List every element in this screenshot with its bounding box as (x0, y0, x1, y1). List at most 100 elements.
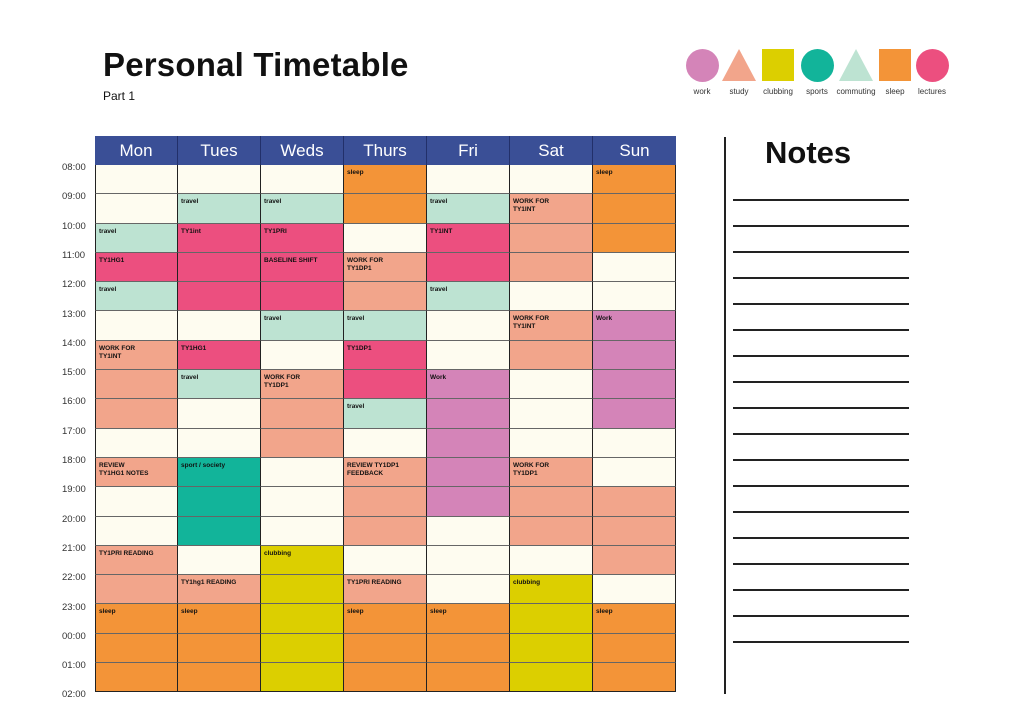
timeslot-fri-2000 (427, 516, 510, 546)
legend-label: sleep (885, 87, 905, 96)
timeslot-tues-1300 (178, 311, 261, 341)
legend-item-sports: sports (795, 49, 839, 96)
timeslot-thurs-1800: REVIEW TY1DP1 FEEDBACK (344, 457, 427, 488)
day-header-row: Mon Tues Weds Thurs Fri Sat Sun (95, 136, 678, 165)
timeslot-weds-1600 (261, 399, 344, 429)
timeslot-mon-0100 (95, 663, 178, 693)
time-label: 10:00 (62, 220, 86, 232)
timeslot-sat-1500 (510, 370, 593, 400)
timeslot-tues-2200: TY1hg1 READING (178, 575, 261, 605)
timetable-row (95, 663, 678, 693)
timeslot-tues-2100 (178, 545, 261, 576)
timetable-row (95, 428, 678, 458)
timeslot-fri-0800 (427, 165, 510, 195)
time-label: 13:00 (62, 308, 86, 320)
timetable-row: sleep sleep (95, 165, 678, 195)
timetable-row: travel travel (95, 282, 678, 312)
circle-icon (800, 49, 834, 82)
legend-label: work (693, 87, 711, 96)
day-header-mon: Mon (95, 136, 178, 165)
timeslot-sat-1300: WORK FOR TY1INT (510, 311, 593, 341)
timeslot-fri-1900 (427, 487, 510, 517)
note-line (733, 277, 909, 279)
timeslot-tues-0800 (178, 165, 261, 195)
timeslot-sun-1300: Work (593, 311, 676, 341)
legend-label: clubbing (763, 87, 793, 96)
timeslot-weds-1200 (261, 282, 344, 312)
timeslot-thurs-1200 (344, 282, 427, 312)
legend: work study clubbing sports commuting sleep lec… (684, 49, 954, 99)
timeslot-fri-2100 (427, 545, 510, 576)
timeslot-weds-0900: travel (261, 194, 344, 224)
timeslot-sat-0000 (510, 633, 593, 664)
legend-item-sleep: sleep (873, 49, 917, 96)
legend-item-work: work (680, 49, 724, 96)
timeslot-mon-2000 (95, 516, 178, 546)
timeslot-mon-2300: sleep (95, 604, 178, 634)
timeslot-sat-1000 (510, 223, 593, 253)
time-label: 21:00 (62, 542, 86, 554)
legend-item-clubbing: clubbing (756, 49, 800, 96)
timeslot-weds-2000 (261, 516, 344, 546)
timeslot-sun-2100 (593, 545, 676, 576)
circle-icon (685, 49, 719, 82)
timeslot-sun-1000 (593, 223, 676, 253)
timeslot-sun-2200 (593, 575, 676, 605)
timeslot-sat-0100 (510, 663, 593, 693)
timeslot-mon-1500 (95, 370, 178, 400)
timeslot-thurs-1300: travel (344, 311, 427, 341)
timetable-row (95, 487, 678, 517)
time-label: 18:00 (62, 455, 86, 466)
time-label: 20:00 (62, 513, 86, 525)
timeslot-weds-1400 (261, 340, 344, 371)
timeslot-fri-1600 (427, 399, 510, 429)
note-line (733, 511, 909, 513)
timeslot-sun-1100 (593, 252, 676, 283)
triangle-icon (839, 49, 873, 81)
timeslot-sat-1200 (510, 282, 593, 312)
timeslot-mon-1800: REVIEW TY1HG1 NOTES (95, 457, 178, 488)
timeslot-tues-2300: sleep (178, 604, 261, 634)
timeslot-sat-1700 (510, 428, 593, 458)
triangle-icon (722, 49, 756, 81)
timeslot-thurs-1500 (344, 370, 427, 400)
timetable-row (95, 633, 678, 664)
timeslot-sat-1100 (510, 252, 593, 283)
timeslot-thurs-2100 (344, 545, 427, 576)
timeslot-tues-1000: TY1int (178, 223, 261, 253)
note-line (733, 589, 909, 591)
time-label: 16:00 (62, 396, 86, 408)
timeslot-tues-0100 (178, 663, 261, 693)
timetable-grid: Mon Tues Weds Thurs Fri Sat Sun sleep sleep trav… (95, 136, 678, 693)
timeslot-tues-1600 (178, 399, 261, 429)
timeslot-sat-1900 (510, 487, 593, 517)
timeslot-mon-1600 (95, 399, 178, 429)
square-icon (762, 49, 794, 81)
time-label: 00:00 (62, 630, 86, 642)
timeslot-sun-0800: sleep (593, 165, 676, 195)
note-line (733, 641, 909, 643)
timeslot-weds-1100: BASELINE SHIFT (261, 252, 344, 283)
timeslot-fri-1000: TY1INT (427, 223, 510, 253)
legend-item-commuting: commuting (834, 49, 878, 96)
timeslot-fri-1100 (427, 252, 510, 283)
timetable-row: travel travel travel WORK FOR TY1INT (95, 194, 678, 224)
timeslot-thurs-1100: WORK FOR TY1DP1 (344, 252, 427, 283)
day-header-sun: Sun (593, 136, 676, 165)
timeslot-sun-0100 (593, 663, 676, 693)
note-line (733, 355, 909, 357)
timeslot-weds-1900 (261, 487, 344, 517)
page-title: Personal Timetable (103, 46, 409, 83)
timeslot-mon-2200 (95, 575, 178, 605)
note-line (733, 537, 909, 539)
timeslot-weds-2300 (261, 604, 344, 634)
time-label: 17:00 (62, 425, 86, 437)
timeslot-thurs-1600: travel (344, 399, 427, 429)
legend-item-study: study (717, 49, 761, 96)
timeslot-sun-1800 (593, 457, 676, 488)
day-header-weds: Weds (261, 136, 344, 165)
timeslot-thurs-2200: TY1PRI READING (344, 575, 427, 605)
circle-icon (915, 49, 949, 82)
timeslot-fri-2300: sleep (427, 604, 510, 634)
timeslot-tues-1100 (178, 252, 261, 283)
